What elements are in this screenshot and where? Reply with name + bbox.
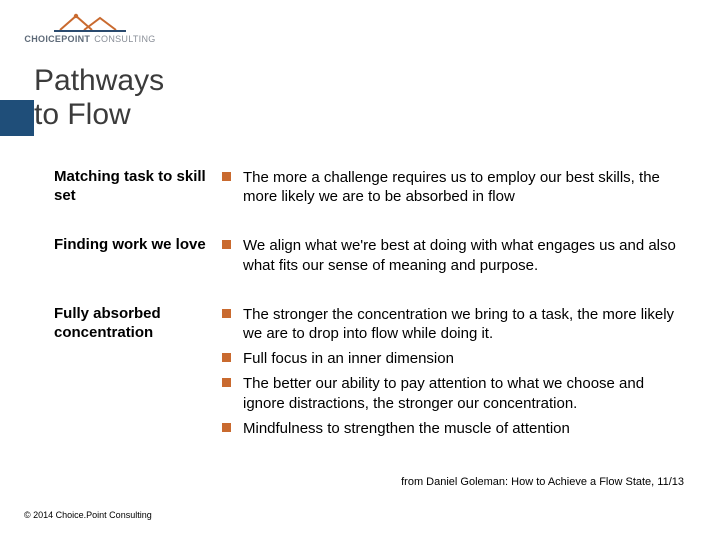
square-bullet-icon	[222, 378, 231, 387]
attribution-text: from Daniel Goleman: How to Achieve a Fl…	[401, 476, 684, 488]
list-item: Full focus in an inner dimension	[222, 349, 684, 368]
logo-suffix-text: CONSULTING	[94, 34, 155, 44]
logo-text: CHOICEPOINT CONSULTING	[24, 34, 155, 44]
square-bullet-icon	[222, 423, 231, 432]
square-bullet-icon	[222, 240, 231, 249]
row-label: Fully absorbed concentration	[54, 305, 206, 438]
square-bullet-icon	[222, 353, 231, 362]
list-item: The better our ability to pay attention …	[222, 374, 684, 412]
list-item-text: The better our ability to pay attention …	[243, 374, 684, 412]
list-item: We align what we're best at doing with w…	[222, 236, 684, 274]
logo-mark-icon	[50, 10, 130, 36]
row-items: The stronger the concentration we bring …	[222, 305, 684, 438]
row-items: We align what we're best at doing with w…	[222, 236, 684, 274]
square-bullet-icon	[222, 309, 231, 318]
row-label: Finding work we love	[54, 236, 206, 274]
row-label: Matching task to skill set	[54, 168, 206, 206]
logo: CHOICEPOINT CONSULTING	[0, 0, 180, 54]
page-title: Pathways to Flow	[34, 64, 720, 142]
list-item: Mindfulness to strengthen the muscle of …	[222, 419, 684, 438]
slide-root: CHOICEPOINT CONSULTING Pathways to Flow …	[0, 0, 720, 540]
list-item-text: The stronger the concentration we bring …	[243, 305, 684, 343]
list-item: The more a challenge requires us to empl…	[222, 168, 684, 206]
content-grid: Matching task to skill set The more a cha…	[54, 168, 684, 438]
square-bullet-icon	[222, 172, 231, 181]
logo-brand-text: CHOICEPOINT	[24, 34, 90, 44]
list-item-text: We align what we're best at doing with w…	[243, 236, 684, 274]
row-items: The more a challenge requires us to empl…	[222, 168, 684, 206]
list-item: The stronger the concentration we bring …	[222, 305, 684, 343]
list-item-text: Mindfulness to strengthen the muscle of …	[243, 419, 570, 438]
list-item-text: Full focus in an inner dimension	[243, 349, 454, 368]
list-item-text: The more a challenge requires us to empl…	[243, 168, 684, 206]
copyright-text: © 2014 Choice.Point Consulting	[24, 510, 152, 520]
